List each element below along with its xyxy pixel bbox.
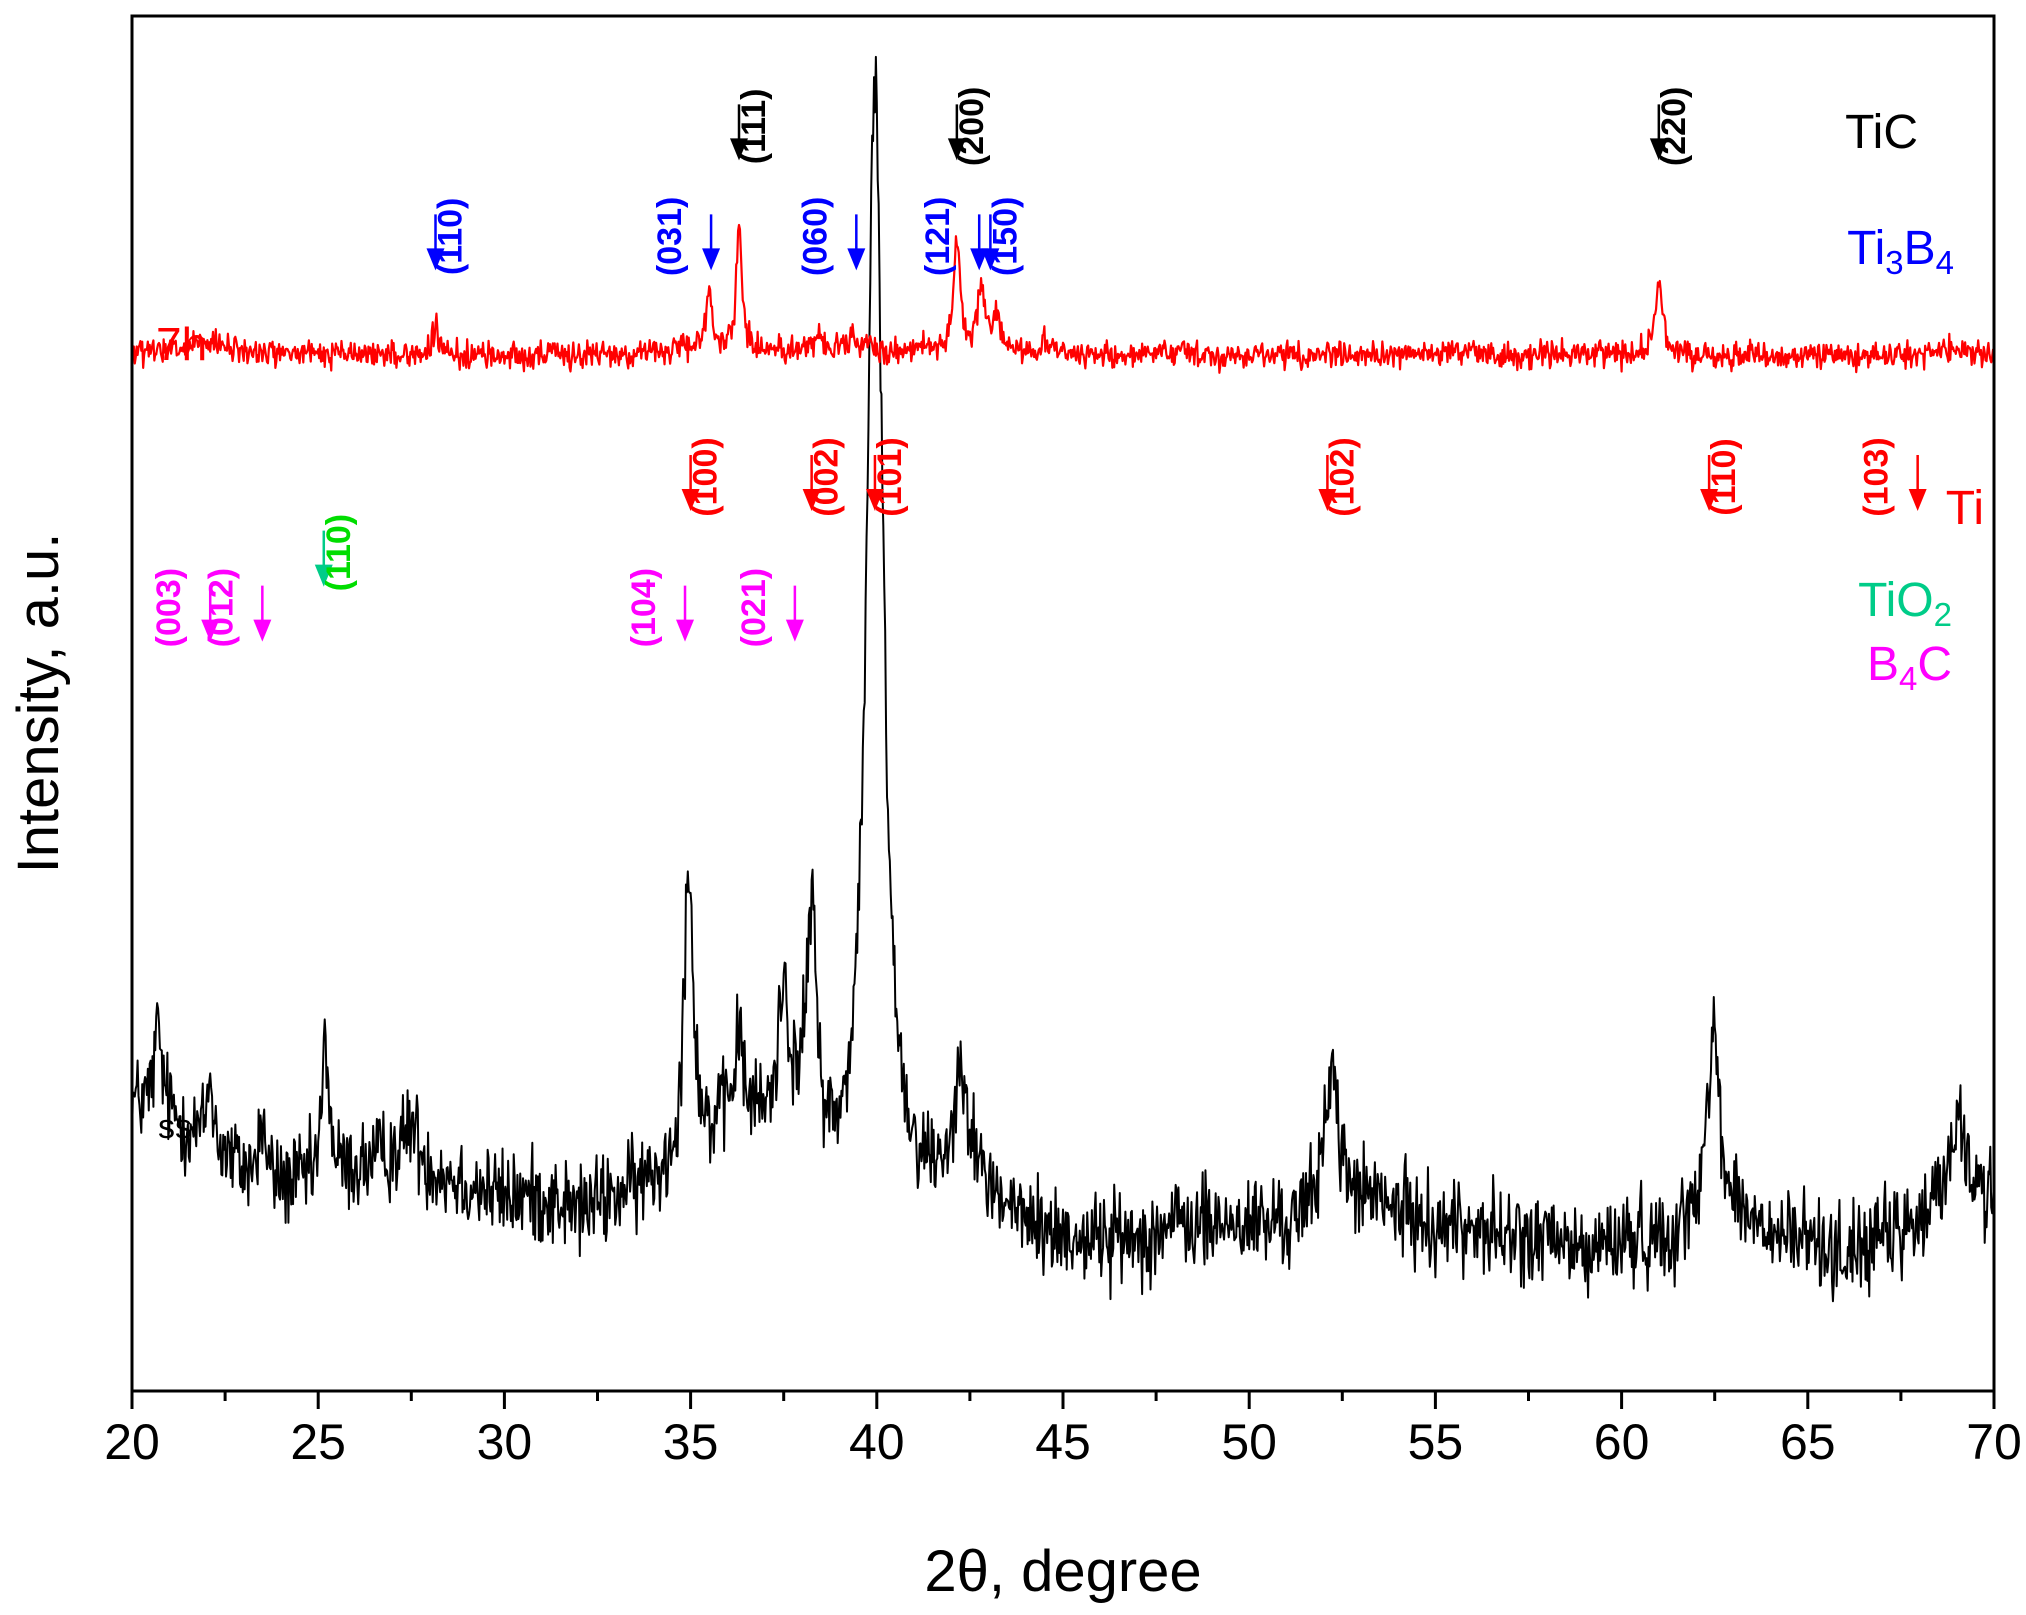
peak-annotation-b4c-003: (003) xyxy=(150,568,220,647)
annotation-arrow-head xyxy=(1700,489,1719,511)
peak-annotation-tic-220: (220) xyxy=(1649,87,1693,166)
annotation-arrow-head xyxy=(1908,489,1927,511)
x-tick-label: 60 xyxy=(1594,1414,1650,1470)
peak-annotation-tic-200: (200) xyxy=(947,87,991,166)
hkl-label: (021) xyxy=(735,568,773,647)
peak-annotation-b4c-104: (104) xyxy=(625,568,695,647)
x-tick-label: 30 xyxy=(477,1414,533,1470)
x-axis-ticks: 20 25 30 35 40 45 50 55 60 65 70 xyxy=(104,1391,2022,1470)
hkl-label: (101) xyxy=(871,437,909,516)
peak-annotation-tic-111: (111) xyxy=(730,89,773,165)
hkl-label: (121) xyxy=(919,197,957,276)
plot-frame xyxy=(130,14,1996,1393)
annotation-arrow-head xyxy=(981,248,1000,271)
phase-label-ti3b4: Ti3B4 xyxy=(1847,222,1954,281)
x-axis-title: 2θ, degree xyxy=(924,1539,1201,1604)
x-tick-label: 25 xyxy=(290,1414,346,1470)
peak-annotation-ti3b4-121: (121) xyxy=(919,197,989,276)
annotation-arrow-head xyxy=(730,138,749,161)
y-axis-title: Intensity, a.u. xyxy=(6,533,71,874)
annotation-arrow-head xyxy=(1649,138,1668,161)
annotation-arrow-head xyxy=(847,248,866,271)
annotation-arrow-head xyxy=(702,248,721,271)
phase-label-b4c: B4C xyxy=(1867,638,1952,697)
x-tick-label: 45 xyxy=(1035,1414,1091,1470)
hkl-label: (002) xyxy=(808,437,846,516)
series-label-ss: ss xyxy=(158,1108,192,1146)
series-line-ss xyxy=(131,55,1995,1303)
peak-annotation-ti-103: (103) xyxy=(1858,437,1927,517)
peak-annotation-ti-101: (101) xyxy=(865,437,909,517)
peak-annotation-b4c-012: (012) xyxy=(202,568,272,647)
peak-annotation-ti-110: (110) xyxy=(1700,438,1743,516)
annotation-arrow-head xyxy=(1318,489,1337,511)
peak-annotation-ti-100: (100) xyxy=(681,437,725,517)
annotation-arrow-head xyxy=(201,619,220,642)
x-tick-label: 20 xyxy=(104,1414,160,1470)
hkl-label: (200) xyxy=(953,87,991,166)
annotation-arrow-head xyxy=(253,619,272,642)
peak-annotation-tio2-110: (110) xyxy=(314,514,358,592)
annotation-arrow-head xyxy=(802,489,821,511)
hkl-label: (110) xyxy=(1705,438,1743,516)
hkl-label: (012) xyxy=(202,568,240,647)
phase-label-tio2: TiO2 xyxy=(1858,574,1952,633)
hkl-label: (060) xyxy=(796,197,834,276)
annotation-arrow-head xyxy=(865,489,884,511)
peak-annotation-ti-002: (002) xyxy=(802,437,846,517)
x-tick-label: 55 xyxy=(1408,1414,1464,1470)
x-tick-label: 40 xyxy=(849,1414,905,1470)
series-line-7h xyxy=(130,223,1996,374)
peak-annotation-ti3b4-110: (110) xyxy=(426,198,470,276)
x-tick-label: 65 xyxy=(1780,1414,1836,1470)
hkl-label: (110) xyxy=(432,198,470,276)
hkl-label: (104) xyxy=(625,568,663,647)
phase-legend: TiC Ti3B4 Ti TiO2 B4C xyxy=(1845,106,1984,697)
peak-annotation-ti3b4-031: (031) xyxy=(651,197,721,276)
phase-label-tic: TiC xyxy=(1845,106,1918,159)
peak-annotation-ti3b4-060: (060) xyxy=(796,197,866,276)
hkl-label: (103) xyxy=(1858,437,1896,516)
x-tick-label: 70 xyxy=(1966,1414,2022,1470)
x-tick-label: 50 xyxy=(1221,1414,1277,1470)
hkl-label: (031) xyxy=(651,197,689,276)
annotation-layer: (111) (200) (220) (110) (031) (060) (121) (150)… xyxy=(150,87,1927,647)
phase-label-ti: Ti xyxy=(1946,482,1984,535)
hkl-label: (150) xyxy=(986,197,1024,276)
peak-annotation-ti3b4-150: (150) xyxy=(981,197,1024,276)
annotation-arrow-head xyxy=(426,248,445,271)
series-layer xyxy=(130,55,1996,1303)
annotation-arrow-head xyxy=(785,619,804,642)
hkl-label: (102) xyxy=(1323,437,1361,516)
x-tick-label: 35 xyxy=(663,1414,719,1470)
series-label-7h: 7h xyxy=(156,318,207,370)
annotation-arrow-head xyxy=(947,138,966,161)
annotation-arrow-head xyxy=(314,564,333,587)
peak-annotation-ti-102: (102) xyxy=(1318,437,1361,517)
peak-annotation-b4c-021: (021) xyxy=(735,568,804,647)
hkl-label: (111) xyxy=(735,89,773,165)
annotation-arrow-head xyxy=(681,489,700,511)
hkl-label: (003) xyxy=(150,568,188,647)
plot-background xyxy=(132,16,1994,1391)
annotation-arrow-head xyxy=(676,619,695,642)
hkl-label: (110) xyxy=(320,514,358,592)
hkl-label: (100) xyxy=(687,437,725,516)
hkl-label: (220) xyxy=(1655,87,1693,166)
